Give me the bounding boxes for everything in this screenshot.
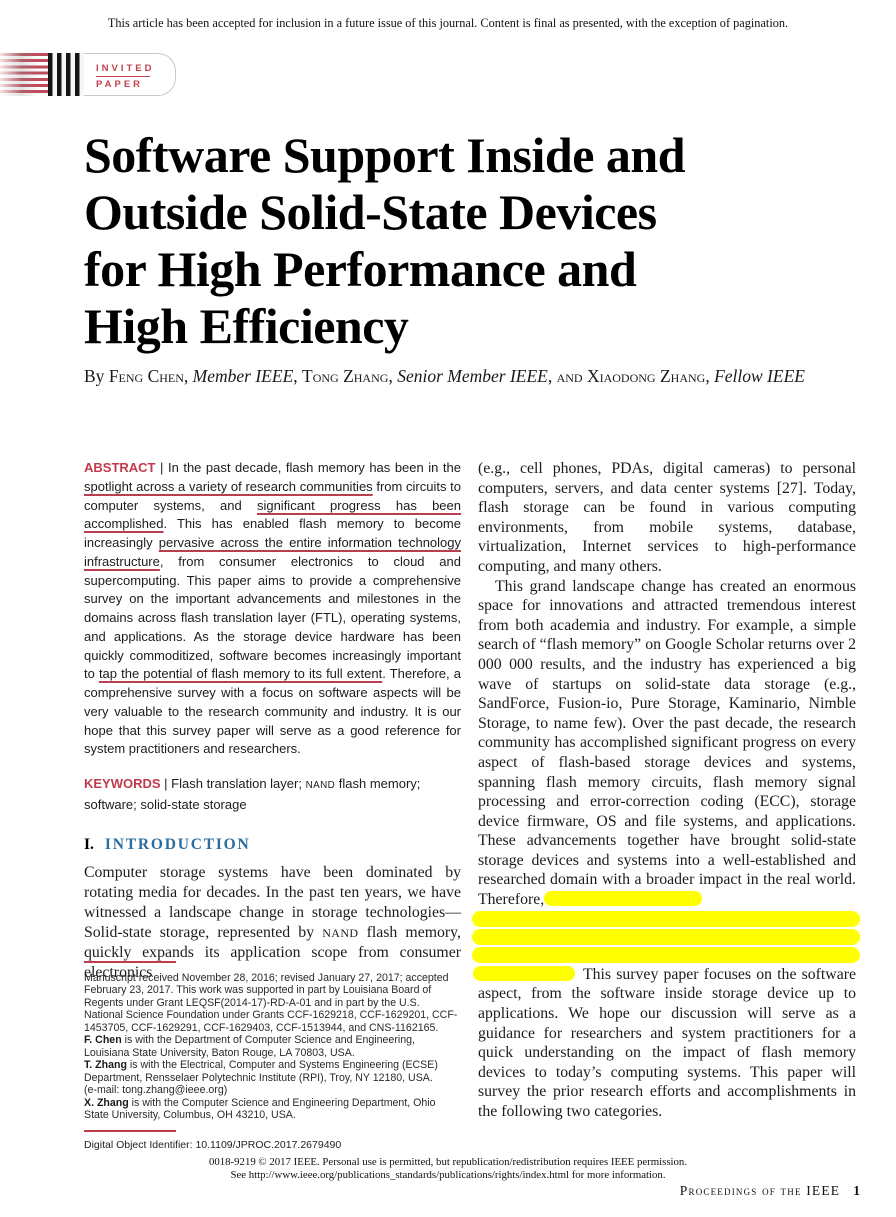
page-number: 1 [853,1183,860,1198]
footnote-author-2: T. Zhang is with the Electrical, Compute… [84,1059,461,1096]
abstract-text: . Therefore, a comprehensive survey with… [84,666,461,757]
section-number: I. [84,835,94,853]
doi-line: Digital Object Identifier: 10.1109/JPROC… [84,1139,342,1152]
author-role-1: Member IEEE [192,366,294,386]
byline-sep: , [705,366,715,386]
right-column: (e.g., cell phones, PDAs, digital camera… [472,459,860,1122]
abstract-label: ABSTRACT [84,460,156,475]
badge-paper-label: PAPER [96,79,144,90]
intro-text: flash memory, quickly expands its applic… [84,923,461,981]
keywords-text: flash memory; software; solid-state stor… [84,776,421,812]
byline: By Feng Chen, Member IEEE, Tong Zhang, S… [84,366,864,387]
footnote-author-name: X. Zhang [84,1096,129,1109]
abstract-underlined-phrase: significant progress has been accomplish… [84,497,461,532]
body-text: This survey paper focuses on the softwar… [478,965,856,1120]
redaction-highlight-bar [472,929,860,946]
body-text: This grand landscape change has created … [478,577,856,909]
badge-barcode-icon [48,53,84,96]
invited-paper-badge: INVITED PAPER [0,53,176,96]
journal-name: Proceedings of the IEEE [679,1183,841,1198]
byline-sep: , [547,366,557,386]
byline-sep: , [293,366,303,386]
author-role-2: Senior Member IEEE [397,366,548,386]
abstract-separator: | [155,460,168,475]
footnote-manuscript: Manuscript received November 28, 2016; r… [84,972,458,1034]
author-role-3: Fellow IEEE [714,366,805,386]
body-paragraph-2: This grand landscape change has created … [478,577,856,910]
redaction-highlight-bar [472,947,860,964]
footnote-author-1: F. Chen is with the Department of Comput… [84,1034,461,1059]
footnote-author-text: is with the Electrical, Computer and Sys… [84,1059,438,1084]
author-name-1: Feng Chen [108,366,184,386]
left-column: ABSTRACT | In the past decade, flash mem… [84,459,461,983]
section-heading-introduction: I. INTRODUCTION [84,836,461,854]
footnote-author-text: is with the Department of Computer Scien… [84,1034,415,1059]
author-name-3: Xiaodong Zhang [586,366,706,386]
byline-by: By [84,366,109,386]
footnote-rule-bottom [84,1130,176,1133]
introduction-paragraph: Computer storage systems have been domin… [84,863,461,983]
intro-text: Computer storage systems have been domin… [84,863,461,941]
title-line-2: Outside Solid-State Devices [84,184,657,240]
keywords-paragraph: KEYWORDS | Flash translation layer; NAND… [84,775,461,815]
title-line-4: High Efficiency [84,298,409,354]
badge-capsule: INVITED PAPER [84,53,176,96]
copyright-footer: 0018-9219 © 2017 IEEE. Personal use is p… [0,1156,896,1181]
badge-divider [96,76,150,77]
paper-title: Software Support Inside and Outside Soli… [84,127,844,355]
footnote-author-text: is with the Computer Science and Enginee… [84,1096,436,1121]
abstract-paragraph: ABSTRACT | In the past decade, flash mem… [84,459,461,759]
title-line-1: Software Support Inside and [84,127,686,183]
footnote-block: Manuscript received November 28, 2016; r… [84,961,461,1152]
redaction-highlight-bar [472,911,860,928]
acceptance-notice: This article has been accepted for inclu… [107,16,789,30]
copyright-line-2: See http://www.ieee.org/publications_sta… [230,1168,666,1181]
byline-sep: , [388,366,398,386]
abstract-text: , from consumer electronics to cloud and… [84,553,461,682]
badge-invited-label: INVITED [96,63,155,74]
body-paragraph-1: (e.g., cell phones, PDAs, digital camera… [478,460,856,575]
intro-nand: NAND [322,925,359,940]
redaction-highlight-inline [544,891,703,907]
body-paragraph-3: This survey paper focuses on the softwar… [473,965,856,1122]
keywords-text: Flash translation layer; [171,776,306,791]
footnote-author-email: (e-mail: tong.zhang@ieee.org) [84,1084,228,1097]
abstract-text: In the past decade, flash memory has bee… [167,460,461,475]
abstract-underlined-phrase: tap the potential of flash memory to its… [98,666,383,682]
byline-sep: , [183,366,193,386]
badge-stripes-icon [0,53,48,96]
abstract-text: from circuits to computer systems, and [84,478,461,513]
redaction-highlight-inline [473,965,575,981]
byline-and: and [556,366,587,386]
title-line-3: for High Performance and [84,241,637,297]
keywords-nand: NAND [305,780,336,791]
journal-footer: Proceedings of the IEEE 1 [680,1183,860,1199]
section-title: INTRODUCTION [104,835,251,853]
footnote-author-name: F. Chen [84,1034,122,1047]
footnote-rule-top [84,961,176,963]
copyright-line-1: 0018-9219 © 2017 IEEE. Personal use is p… [208,1156,688,1168]
abstract-underlined-phrase: pervasive across the entire information … [84,535,462,569]
abstract-underlined-phrase: spotlight across a variety of research c… [84,478,373,494]
abstract-text: . This has enabled flash memory to becom… [84,516,461,550]
footnote-author-name: T. Zhang [84,1059,127,1072]
footnote-author-3: X. Zhang is with the Computer Science an… [84,1097,461,1122]
keywords-label: KEYWORDS [84,776,161,791]
author-name-2: Tong Zhang [302,366,389,386]
keywords-separator: | [160,776,172,791]
